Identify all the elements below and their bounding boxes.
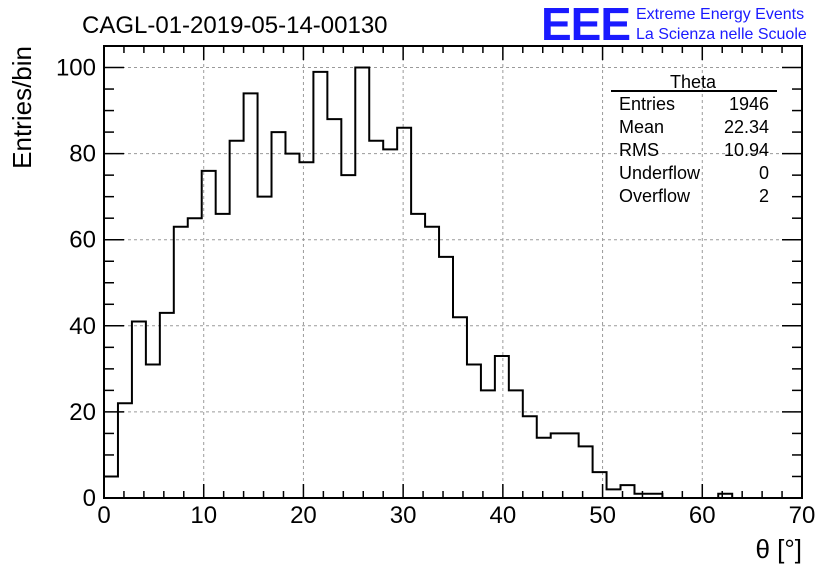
logo-line-1: Extreme Energy Events	[636, 6, 804, 23]
x-tick-labels: 0 10 20 30 40 50 60 70	[97, 502, 815, 529]
x-tick-label: 20	[290, 502, 317, 529]
chart-title: CAGL-01-2019-05-14-00130	[82, 12, 388, 39]
x-tick-label: 60	[689, 502, 716, 529]
x-tick-label: 50	[589, 502, 616, 529]
y-tick-label: 20	[69, 399, 96, 426]
x-tick-label: 30	[390, 502, 417, 529]
y-tick-label: 80	[69, 141, 96, 168]
stats-name: Theta	[670, 72, 717, 92]
y-tick-labels: 0 20 40 60 80 100	[56, 55, 96, 512]
y-tick-label: 100	[56, 55, 96, 82]
stats-row-label: Overflow	[619, 186, 691, 206]
stats-row-value: 22.34	[724, 117, 769, 137]
grid-lines	[104, 46, 802, 498]
x-tick-label: 10	[190, 502, 217, 529]
stats-row-label: RMS	[619, 140, 659, 160]
stats-row-value: 1946	[729, 94, 769, 114]
x-tick-label: 0	[97, 502, 110, 529]
stats-row-label: Underflow	[619, 163, 701, 183]
stats-row-value: 2	[759, 186, 769, 206]
x-tick-label: 70	[789, 502, 816, 529]
stats-rows: Entries 1946 Mean 22.34 RMS 10.94 Underflow 0 Ov…	[619, 94, 769, 206]
y-axis-title: Entries/bin	[7, 46, 37, 169]
stats-row-label: Entries	[619, 94, 675, 114]
histogram-outline	[103, 66, 802, 499]
plot-frame	[103, 45, 803, 499]
eee-logo: EEE Extreme Energy Events La Scienza nel…	[541, 0, 807, 50]
axis-ticks	[103, 46, 803, 499]
stats-box: Theta Entries 1946 Mean 22.34 RMS 10.94 Underf…	[611, 72, 777, 206]
logo-line-2: La Scienza nelle Scuole	[636, 26, 807, 43]
x-axis-title: θ [°]	[755, 534, 802, 564]
stats-row-value: 0	[759, 163, 769, 183]
y-tick-label: 40	[69, 313, 96, 340]
y-tick-label: 60	[69, 227, 96, 254]
x-tick-label: 40	[490, 502, 517, 529]
stats-row-label: Mean	[619, 117, 664, 137]
y-tick-label: 0	[83, 485, 96, 512]
stats-row-value: 10.94	[724, 140, 769, 160]
logo-mark: EEE	[541, 0, 630, 50]
